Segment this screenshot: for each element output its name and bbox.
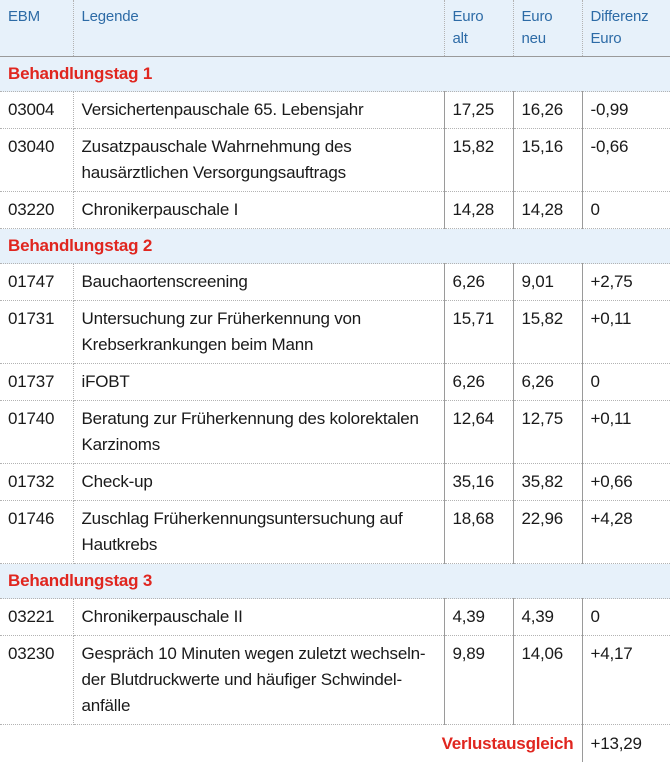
group-title: Behandlungstag 1 — [0, 57, 670, 92]
legende-text: Check-up — [73, 464, 444, 501]
header-legende: Legende — [73, 0, 444, 57]
euro-alt: 18,68 — [444, 501, 513, 564]
table-row: 01737 iFOBT 6,26 6,26 0 — [0, 364, 670, 401]
legende-text: iFOBT — [73, 364, 444, 401]
euro-neu: 12,75 — [513, 401, 582, 464]
total-row: Verlustausgleich +13,29 — [0, 725, 670, 762]
header-ebm: EBM — [0, 0, 73, 57]
euro-neu: 22,96 — [513, 501, 582, 564]
differenz: +0,11 — [582, 401, 670, 464]
euro-alt: 15,82 — [444, 129, 513, 192]
differenz: +2,75 — [582, 264, 670, 301]
euro-neu: 16,26 — [513, 92, 582, 129]
group-title: Behandlungstag 3 — [0, 564, 670, 599]
header-differenz: Differenz Euro — [582, 0, 670, 57]
table-row: 03230 Gespräch 10 Minuten wegen zuletzt … — [0, 636, 670, 725]
euro-neu: 6,26 — [513, 364, 582, 401]
ebm-code: 01732 — [0, 464, 73, 501]
header-euro-neu-line2: neu — [522, 30, 546, 47]
euro-alt: 6,26 — [444, 264, 513, 301]
euro-alt: 15,71 — [444, 301, 513, 364]
euro-neu: 9,01 — [513, 264, 582, 301]
euro-alt: 4,39 — [444, 599, 513, 636]
total-value: +13,29 — [582, 725, 670, 762]
euro-alt: 12,64 — [444, 401, 513, 464]
ebm-code: 01746 — [0, 501, 73, 564]
legende-text: Versichertenpauschale 65. Lebensjahr — [73, 92, 444, 129]
euro-neu: 35,82 — [513, 464, 582, 501]
euro-neu: 15,82 — [513, 301, 582, 364]
group-header-row: Behandlungstag 3 — [0, 564, 670, 599]
legende-text: Zuschlag Früherkennungsuntersuchung auf … — [73, 501, 444, 564]
table-row: 03220 Chronikerpauschale I 14,28 14,28 0 — [0, 192, 670, 229]
ebm-code: 01737 — [0, 364, 73, 401]
differenz: -0,99 — [582, 92, 670, 129]
differenz: 0 — [582, 192, 670, 229]
header-euro-alt-line2: alt — [453, 30, 468, 47]
ebm-code: 03220 — [0, 192, 73, 229]
ebm-code: 03004 — [0, 92, 73, 129]
euro-neu: 4,39 — [513, 599, 582, 636]
ebm-code: 03040 — [0, 129, 73, 192]
table-row: 01747 Bauchaortenscreening 6,26 9,01 +2,… — [0, 264, 670, 301]
legende-text: Beratung zur Früherkennung des kolorekta… — [73, 401, 444, 464]
euro-alt: 17,25 — [444, 92, 513, 129]
group-title: Behandlungstag 2 — [0, 229, 670, 264]
euro-alt: 14,28 — [444, 192, 513, 229]
differenz: +4,28 — [582, 501, 670, 564]
ebm-code: 01747 — [0, 264, 73, 301]
ebm-code: 03230 — [0, 636, 73, 725]
group-header-row: Behandlungstag 2 — [0, 229, 670, 264]
differenz: +0,11 — [582, 301, 670, 364]
table-row: 01740 Beratung zur Früherkennung des kol… — [0, 401, 670, 464]
differenz: 0 — [582, 599, 670, 636]
legende-text: Gespräch 10 Minuten wegen zuletzt wechse… — [73, 636, 444, 725]
legende-text: Zusatzpauschale Wahrnehmung des hausärzt… — [73, 129, 444, 192]
differenz: -0,66 — [582, 129, 670, 192]
differenz: +4,17 — [582, 636, 670, 725]
header-differenz-line2: Euro — [591, 30, 622, 47]
differenz: 0 — [582, 364, 670, 401]
header-euro-alt-line1: Euro — [453, 8, 484, 25]
ebm-code: 01731 — [0, 301, 73, 364]
header-euro-neu-line1: Euro — [522, 8, 553, 25]
euro-neu: 15,16 — [513, 129, 582, 192]
differenz: +0,66 — [582, 464, 670, 501]
group-header-row: Behandlungstag 1 — [0, 57, 670, 92]
header-euro-neu: Euro neu — [513, 0, 582, 57]
legende-text: Chronikerpauschale I — [73, 192, 444, 229]
legende-text: Untersuchung zur Früherkennung von Krebs… — [73, 301, 444, 364]
table-row: 03004 Versichertenpauschale 65. Lebensja… — [0, 92, 670, 129]
euro-alt: 9,89 — [444, 636, 513, 725]
table-header-row: EBM Legende Euro alt Euro neu Differenz … — [0, 0, 670, 57]
ebm-code: 03221 — [0, 599, 73, 636]
table-row: 01732 Check-up 35,16 35,82 +0,66 — [0, 464, 670, 501]
header-differenz-line1: Differenz — [591, 8, 649, 25]
table-row: 01746 Zuschlag Früherkennungsuntersuchun… — [0, 501, 670, 564]
euro-alt: 35,16 — [444, 464, 513, 501]
total-label: Verlustausgleich — [0, 725, 582, 762]
table-row: 01731 Untersuchung zur Früherkennung von… — [0, 301, 670, 364]
header-euro-alt: Euro alt — [444, 0, 513, 57]
table-row: 03221 Chronikerpauschale II 4,39 4,39 0 — [0, 599, 670, 636]
legende-text: Chronikerpauschale II — [73, 599, 444, 636]
euro-neu: 14,28 — [513, 192, 582, 229]
euro-neu: 14,06 — [513, 636, 582, 725]
ebm-code: 01740 — [0, 401, 73, 464]
table-row: 03040 Zusatzpauschale Wahrnehmung des ha… — [0, 129, 670, 192]
legende-text: Bauchaortenscreening — [73, 264, 444, 301]
euro-alt: 6,26 — [444, 364, 513, 401]
